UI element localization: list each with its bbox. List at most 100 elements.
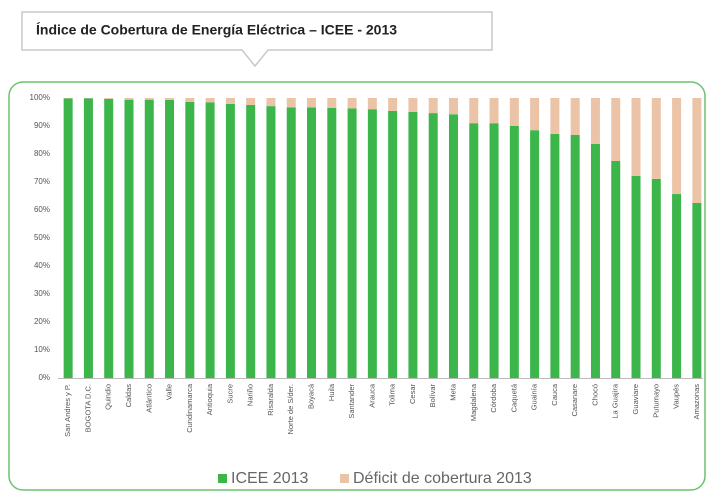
- x-tick-label: Nariño: [246, 384, 255, 406]
- x-tick-label: Quindio: [104, 384, 113, 410]
- x-tick-label: Amazonas: [692, 384, 701, 420]
- bar-segment: [408, 98, 418, 112]
- bar-segment: [611, 98, 621, 161]
- x-tick-label: Cesar: [408, 384, 417, 405]
- bar-segment: [590, 143, 600, 378]
- bar-segment: [672, 194, 682, 378]
- x-tick-label: Cauca: [550, 383, 559, 406]
- bar-segment: [672, 98, 682, 195]
- x-tick-label: Valle: [165, 384, 174, 400]
- y-tick-label: 40%: [34, 261, 50, 270]
- bar-segment: [651, 98, 661, 179]
- bar-segment: [509, 126, 519, 378]
- x-tick-label: Putumayo: [651, 384, 660, 418]
- x-tick-label: Bolívar: [428, 383, 437, 407]
- bar-segment: [246, 98, 256, 105]
- x-tick-label: Arauca: [367, 383, 376, 408]
- bar-segment: [611, 161, 621, 378]
- bar-segment: [307, 98, 317, 108]
- y-tick-label: 30%: [34, 289, 50, 298]
- frame: [8, 81, 706, 491]
- bar-segment: [225, 103, 235, 378]
- x-tick-label: San Andres y P.: [63, 384, 72, 437]
- y-tick-label: 10%: [34, 345, 50, 354]
- bar-segment: [408, 112, 418, 378]
- y-tick-label: 20%: [34, 317, 50, 326]
- bar-segment: [124, 99, 134, 379]
- bar-segment: [530, 130, 540, 378]
- x-tick-label: Antioquia: [205, 383, 214, 415]
- bar-segment: [509, 98, 519, 126]
- legend-label: ICEE 2013: [231, 470, 308, 487]
- bar-segment: [388, 98, 398, 111]
- y-tick-label: 50%: [34, 233, 50, 242]
- bar-segment: [83, 98, 93, 378]
- bar-segment: [367, 98, 377, 110]
- x-tick-label: Santander: [347, 384, 356, 419]
- x-tick-label: Meta: [448, 383, 457, 401]
- bar-segment: [246, 105, 256, 378]
- bar-segment: [570, 134, 580, 378]
- y-tick-label: 80%: [34, 149, 50, 158]
- x-tick-label: Córdoba: [489, 383, 498, 413]
- y-tick-label: 100%: [30, 93, 50, 102]
- legend-label: Déficit de cobertura 2013: [353, 470, 532, 487]
- bar-segment: [225, 98, 235, 104]
- x-tick-label: Boyacá: [307, 383, 316, 409]
- bar-segment: [307, 107, 317, 379]
- bar-segment: [489, 98, 499, 124]
- y-tick-label: 0%: [38, 373, 50, 382]
- x-tick-label: Guainía: [530, 383, 539, 410]
- y-tick-label: 70%: [34, 177, 50, 186]
- bar-segment: [165, 98, 175, 100]
- y-tick-label: 90%: [34, 121, 50, 130]
- bar-segment: [692, 98, 702, 203]
- x-tick-label: Cundinamarca: [185, 383, 194, 433]
- legend-swatch: [218, 474, 227, 483]
- x-tick-label: Huila: [327, 383, 336, 401]
- bar-segment: [631, 175, 641, 378]
- bar-segment: [205, 98, 215, 103]
- bar-segment: [205, 102, 215, 378]
- bar-segment: [489, 123, 499, 378]
- x-tick-label: Sucre: [225, 384, 234, 404]
- bar-segment: [286, 98, 296, 108]
- bar-segment: [347, 108, 357, 379]
- bar-segment: [124, 98, 134, 100]
- bar-segment: [550, 98, 560, 134]
- bar-segment: [388, 110, 398, 378]
- bar-segment: [266, 106, 276, 379]
- bar-segment: [185, 98, 195, 102]
- bar-segment: [367, 109, 377, 378]
- bar-segment: [651, 178, 661, 378]
- bar-segment: [550, 133, 560, 378]
- x-tick-label: BOGOTA D.C.: [83, 384, 92, 432]
- bar-segment: [469, 98, 479, 124]
- bar-segment: [469, 123, 479, 378]
- bar-segment: [144, 99, 154, 379]
- bar-segment: [590, 98, 600, 144]
- bar-segment: [286, 107, 296, 379]
- x-tick-label: Atlántico: [144, 384, 153, 413]
- bar-segment: [448, 114, 458, 379]
- bar-segment: [63, 98, 73, 378]
- bar-segment: [104, 98, 114, 378]
- x-tick-label: Chocó: [590, 384, 599, 406]
- bar-segment: [428, 113, 438, 379]
- x-tick-label: Risaralda: [266, 383, 275, 416]
- bar-segment: [144, 98, 154, 100]
- bar-segment: [631, 98, 641, 176]
- x-tick-label: Guaviare: [631, 384, 640, 414]
- chart-title: Índice de Cobertura de Energía Eléctrica…: [36, 22, 397, 38]
- bar-segment: [570, 98, 580, 135]
- bar-segment: [347, 98, 357, 109]
- title-box: [21, 11, 493, 68]
- bar-segment: [327, 98, 337, 108]
- bar-segment: [530, 98, 540, 131]
- bar-segment: [104, 98, 114, 99]
- legend-swatch: [340, 474, 349, 483]
- bar-segment: [266, 98, 276, 107]
- x-tick-label: Vaupés: [672, 384, 681, 409]
- bar-segment: [428, 98, 438, 114]
